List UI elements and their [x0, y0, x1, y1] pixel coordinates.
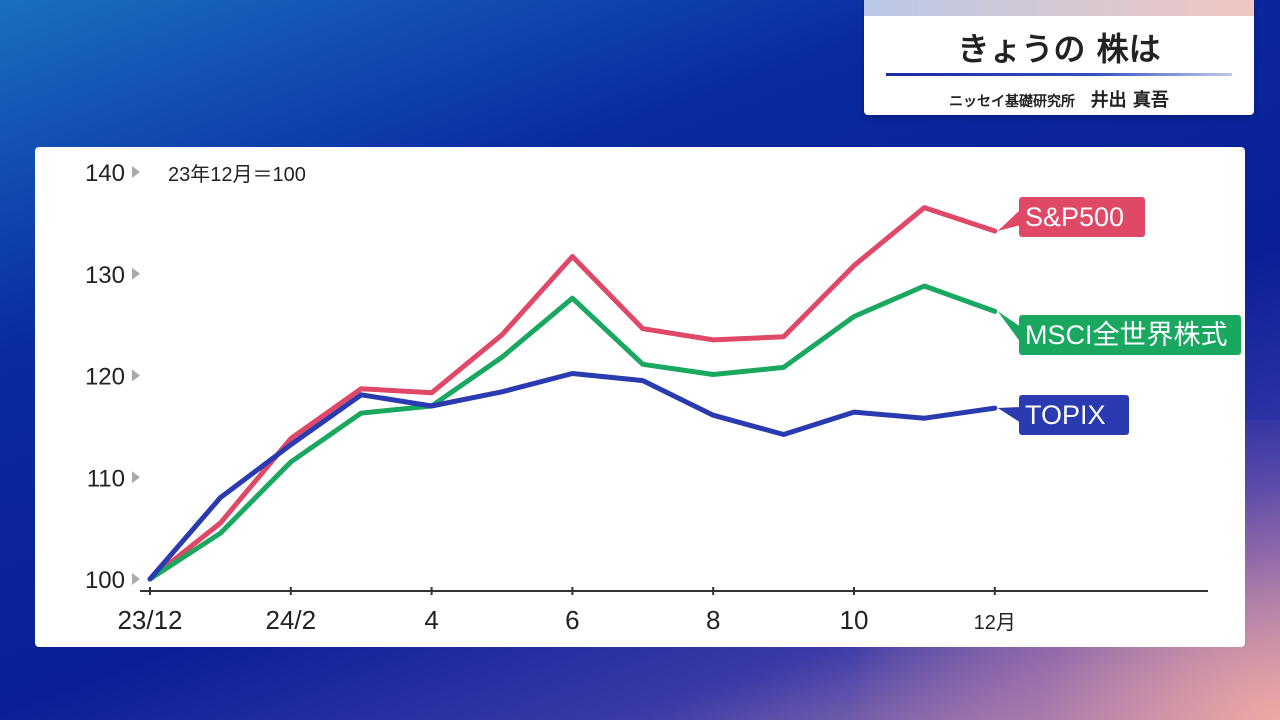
speaker-name: 井出 真吾: [1090, 90, 1169, 111]
y-tick-marker: [132, 166, 140, 178]
y-tick-marker: [132, 471, 140, 484]
series-label: MSCI全世界株式: [1025, 320, 1228, 350]
series-label-pointer: [997, 209, 1021, 232]
x-tick-label: 24/2: [265, 605, 316, 635]
y-tick-label: 130: [85, 262, 125, 289]
series-line-0: [147, 205, 998, 582]
speaker-caption: ニッセイ基礎研究所 井出 真吾: [864, 86, 1254, 112]
title-card-topbar: [864, 0, 1254, 16]
y-tick-label: 120: [85, 364, 125, 391]
line-chart: 140 130 120 110 100 23年12月＝100 23/12 24/2 4 6 8 10 1…: [85, 160, 1241, 635]
speaker-organization: ニッセイ基礎研究所: [949, 94, 1076, 110]
y-tick-label: 110: [87, 465, 125, 492]
series-line-2: [147, 371, 998, 582]
y-tick-marker: [132, 369, 140, 382]
series-label-pointer: [997, 311, 1021, 343]
y-tick-label: 140: [85, 160, 125, 187]
y-tick-label: 100: [85, 567, 125, 594]
series-label-pointer: [997, 407, 1021, 423]
series-label-box: [1019, 395, 1129, 435]
chart-note: 23年12月＝100: [168, 163, 306, 186]
series-label: TOPIX: [1025, 400, 1106, 430]
series-line-1: [147, 283, 998, 582]
program-title: きょうの 株は: [957, 30, 1161, 68]
series-label-box: [1019, 197, 1145, 237]
x-tick-label: 6: [565, 605, 579, 635]
series-label-box: [1019, 315, 1241, 355]
x-tick-label: 10: [840, 605, 869, 635]
y-tick-marker: [132, 267, 140, 280]
chart-panel: 140 130 120 110 100 23年12月＝100 23/12 24/2 4 6 8 10 1…: [35, 147, 1245, 647]
x-tick-label: 12月: [974, 612, 1016, 634]
series-label: S&P500: [1025, 202, 1124, 232]
title-divider: [886, 73, 1232, 76]
x-tick-label: 8: [706, 605, 720, 635]
y-tick-marker: [132, 573, 140, 585]
x-tick-label: 4: [424, 605, 438, 635]
title-card: きょうの 株は ニッセイ基礎研究所 井出 真吾: [864, 0, 1254, 115]
x-tick-label: 23/12: [117, 605, 182, 635]
